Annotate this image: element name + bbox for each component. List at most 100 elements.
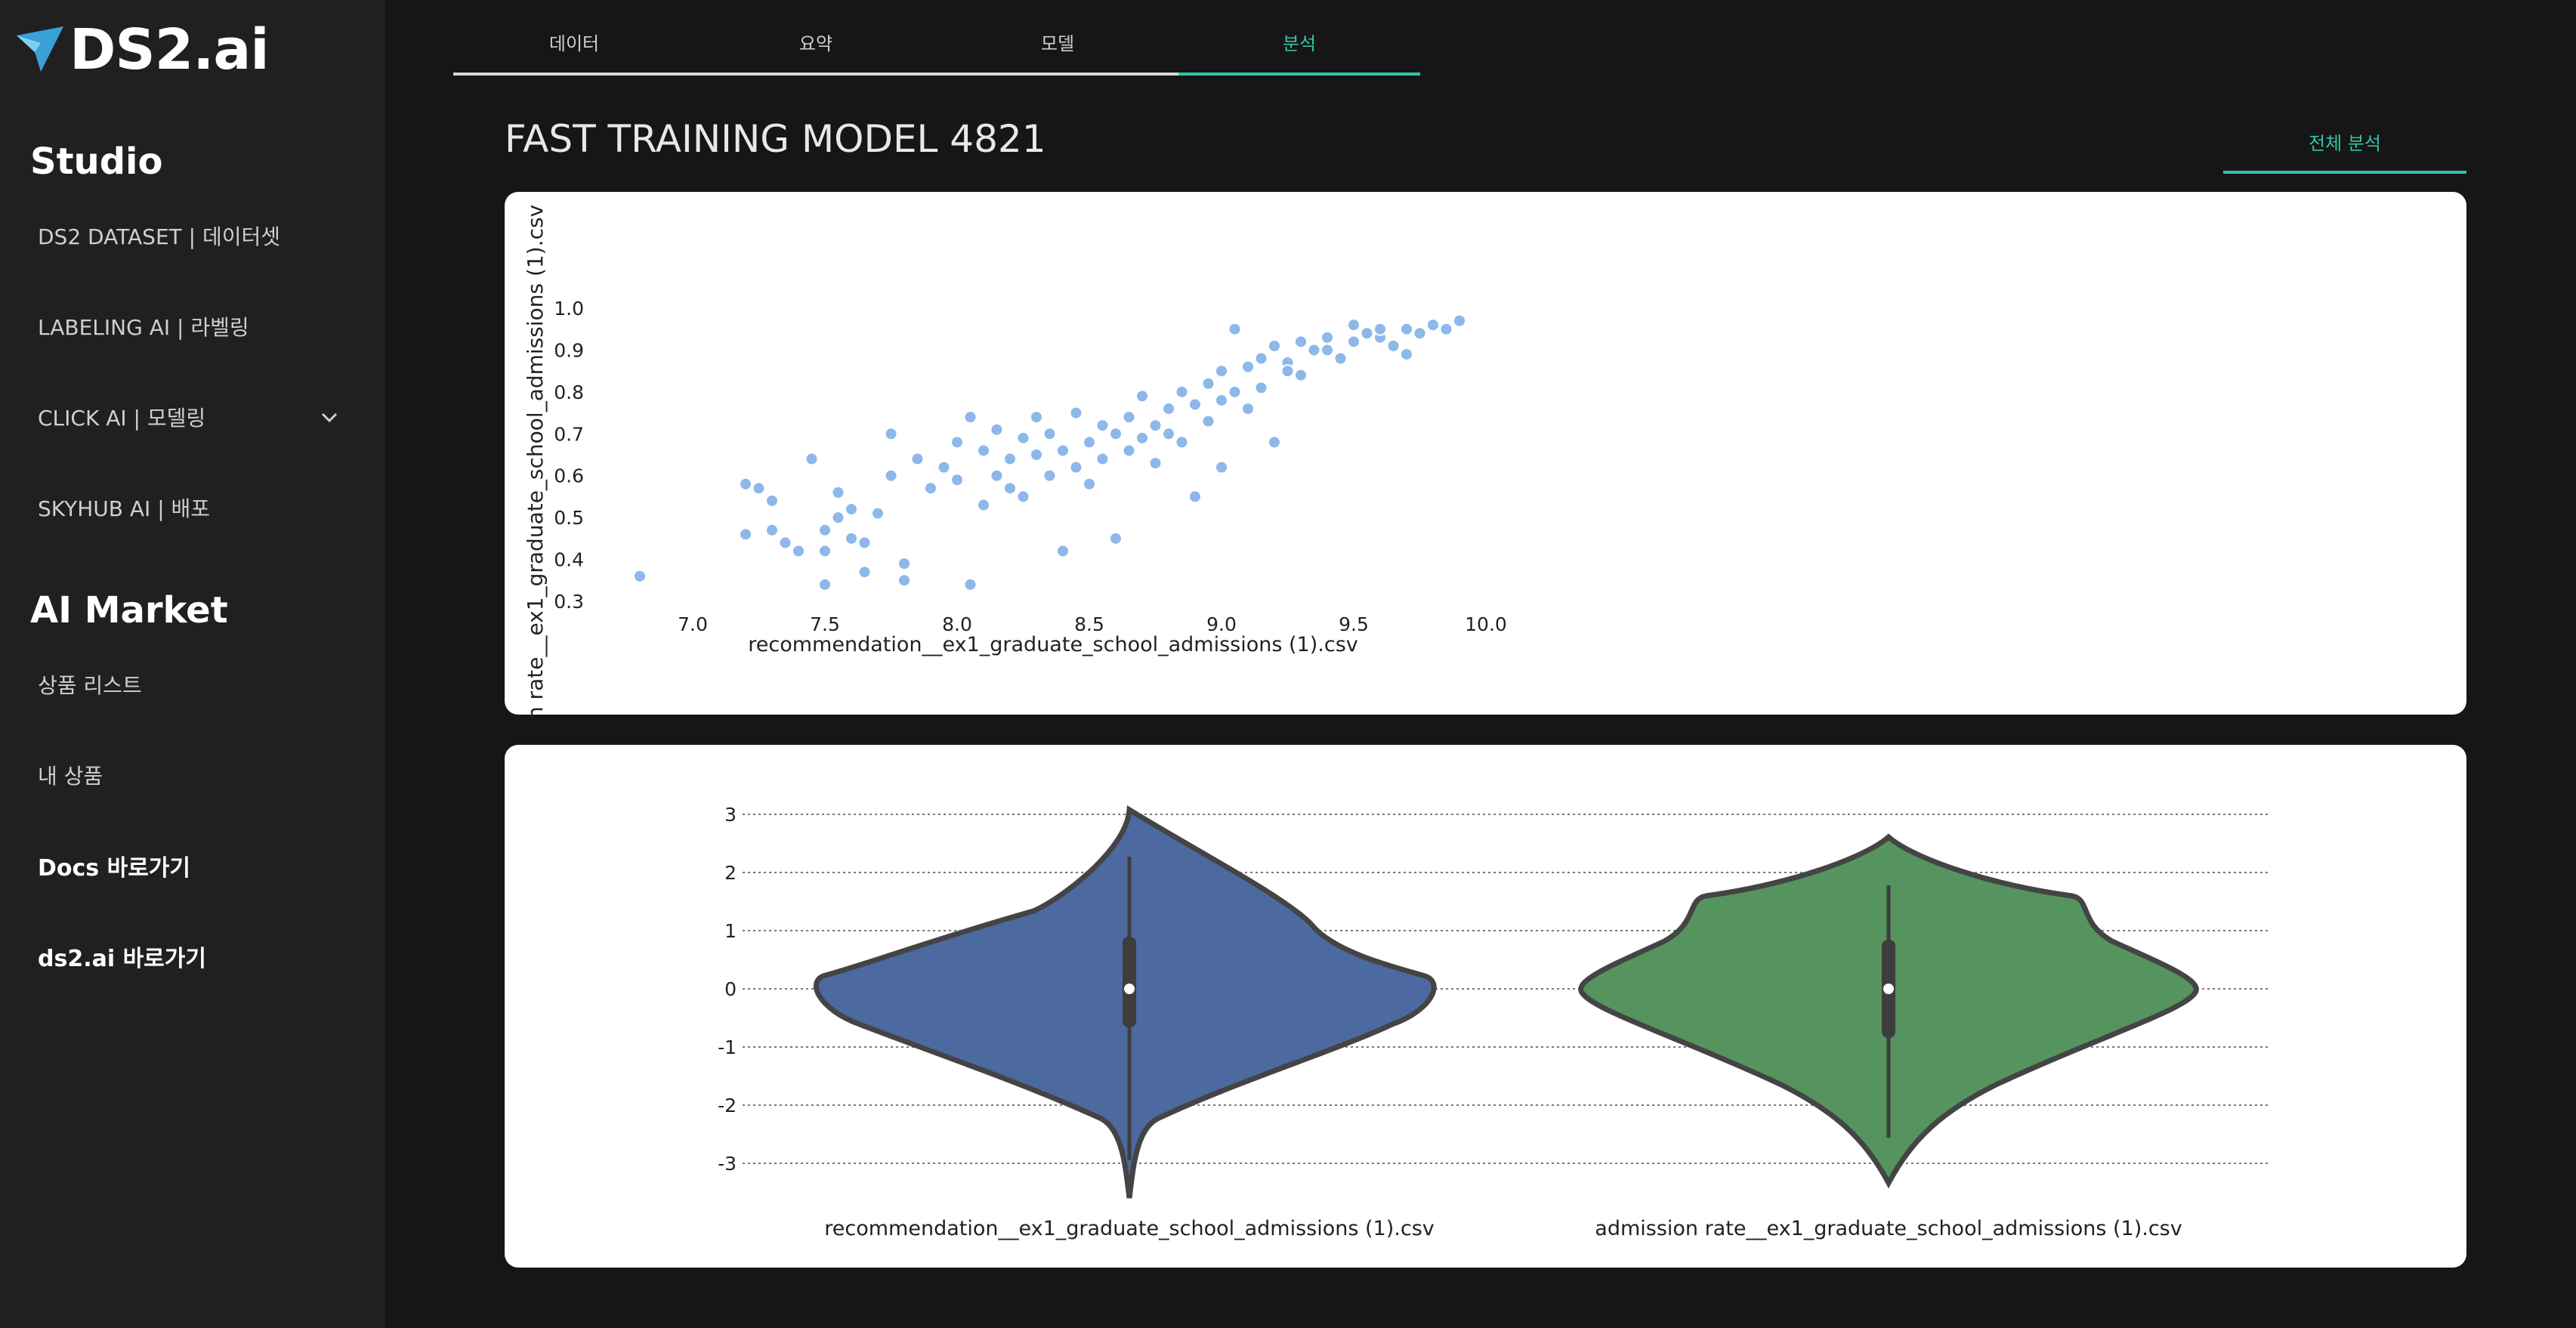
scatter-y-tick: 0.6 — [554, 465, 584, 487]
violin-median-admission-rate — [1883, 984, 1894, 994]
sidebar-item-label: 상품 리스트 — [38, 673, 142, 698]
scatter-point — [1188, 397, 1202, 412]
logo-text: DS2.ai — [69, 17, 270, 82]
sidebar-item-my-products[interactable]: 내 상품 — [38, 760, 340, 790]
scatter-point — [871, 506, 885, 520]
violin-y-tick: 2 — [724, 862, 737, 884]
scatter-point — [1069, 406, 1083, 420]
scatter-point — [1083, 477, 1096, 491]
scatter-point — [1056, 544, 1070, 558]
scatter-point — [1122, 443, 1136, 458]
scatter-point — [1083, 435, 1096, 449]
scatter-point — [1215, 460, 1228, 474]
sidebar-item-label: 내 상품 — [38, 764, 103, 789]
violin-y-tick: -1 — [718, 1036, 737, 1058]
scatter-point — [1426, 318, 1440, 332]
scatter-point — [1280, 364, 1295, 378]
sidebar-item-label: CLICK AI | 모델링 — [38, 406, 206, 431]
scatter-point — [897, 557, 911, 571]
scatter-point — [963, 577, 978, 591]
tab-analysis[interactable]: 분석 — [1178, 0, 1420, 76]
scatter-point — [857, 565, 872, 579]
docs-link[interactable]: Docs 바로가기 — [38, 849, 340, 882]
scatter-point — [1320, 343, 1334, 357]
scatter-point — [857, 536, 872, 550]
scatter-point — [831, 485, 845, 499]
scatter-point — [1016, 431, 1030, 445]
scatter-point — [1109, 427, 1123, 441]
scatter-point — [1228, 322, 1242, 336]
scatter-point — [792, 544, 805, 558]
scatter-point — [1201, 414, 1215, 428]
scatter-point — [1188, 490, 1202, 504]
scatter-point — [990, 468, 1004, 483]
full-analysis-button[interactable]: 전체 분석 — [2223, 121, 2466, 174]
tab-data[interactable]: 데이터 — [453, 0, 695, 76]
scatter-x-tick: 10.0 — [1465, 613, 1507, 635]
scatter-point — [884, 427, 898, 441]
scatter-y-tick: 1.0 — [554, 298, 584, 320]
scatter-point — [1320, 330, 1334, 344]
scatter-y-tick: 0.9 — [554, 339, 584, 361]
scatter-point — [910, 452, 925, 466]
scatter-point — [977, 443, 990, 458]
scatter-point — [1042, 427, 1057, 441]
scatter-point — [950, 435, 964, 449]
sidebar: DS2.ai Studio DS2 DATASET | 데이터셋 LABELIN… — [0, 0, 385, 1328]
sidebar-item-skyhub-ai[interactable]: SKYHUB AI | 배포 — [38, 493, 340, 523]
scatter-point — [845, 502, 858, 517]
violin-y-tick: 3 — [724, 804, 737, 826]
scatter-point — [1042, 468, 1057, 483]
scatter-point — [845, 531, 858, 545]
scatter-point — [1347, 335, 1361, 349]
scatter-point — [924, 481, 937, 496]
scatter-point — [1400, 322, 1413, 336]
chevron-down-icon[interactable] — [319, 406, 340, 428]
violin-chart: 3 2 1 0 -1 -2 -3 recommendation__ex1_graduate_… — [718, 804, 2270, 1240]
scatter-point — [739, 527, 752, 542]
scatter-point — [765, 493, 779, 508]
tab-model[interactable]: 모델 — [937, 0, 1178, 76]
ds2ai-link[interactable]: ds2.ai 바로가기 — [38, 940, 340, 973]
scatter-point — [805, 452, 819, 466]
scatter-point — [1095, 418, 1110, 433]
scatter-point — [1148, 456, 1163, 471]
violin-category-label-admission-rate: admission rate__ex1_graduate_school_admi… — [1595, 1217, 2182, 1240]
scatter-point — [1003, 452, 1017, 466]
scatter-point — [1030, 410, 1043, 425]
scatter-point — [950, 473, 964, 487]
scatter-point — [1201, 376, 1215, 391]
sidebar-item-product-list[interactable]: 상품 리스트 — [38, 669, 340, 700]
scatter-point — [1241, 402, 1255, 416]
violin-median-recommendation — [1124, 984, 1135, 994]
scatter-point — [1268, 435, 1281, 449]
logo-icon — [17, 26, 63, 72]
ds2ai-link-label: ds2.ai 바로가기 — [38, 946, 206, 972]
scatter-point — [818, 577, 832, 591]
scatter-point — [831, 511, 845, 525]
scatter-point — [778, 536, 792, 550]
scatter-y-tick: 0.3 — [554, 591, 584, 613]
scatter-point — [1148, 418, 1163, 433]
scatter-point — [1122, 410, 1136, 425]
logo[interactable]: DS2.ai — [15, 17, 270, 82]
scatter-point — [963, 410, 978, 425]
scatter-point — [1386, 338, 1401, 353]
scatter-point — [1003, 481, 1017, 496]
scatter-point — [884, 468, 898, 483]
sidebar-item-labeling-ai[interactable]: LABELING AI | 라벨링 — [38, 311, 340, 341]
scatter-point — [1439, 322, 1453, 336]
sidebar-item-ds2-dataset[interactable]: DS2 DATASET | 데이터셋 — [38, 221, 340, 251]
scatter-point — [1016, 490, 1030, 504]
scatter-chart-card: admission rate__ex1_graduate_school_admi… — [505, 192, 2466, 715]
scatter-x-tick: 7.0 — [678, 613, 708, 635]
studio-title: Studio — [30, 141, 163, 183]
sidebar-item-click-ai[interactable]: CLICK AI | 모델링 — [38, 402, 340, 432]
violin-chart-card: 3 2 1 0 -1 -2 -3 recommendation__ex1_graduate_… — [505, 745, 2466, 1268]
scatter-point — [1241, 360, 1255, 374]
scatter-point — [1175, 385, 1189, 399]
tab-summary[interactable]: 요약 — [695, 0, 937, 76]
scatter-point — [633, 569, 647, 583]
scatter-point — [765, 523, 779, 537]
scatter-point — [1175, 435, 1189, 449]
